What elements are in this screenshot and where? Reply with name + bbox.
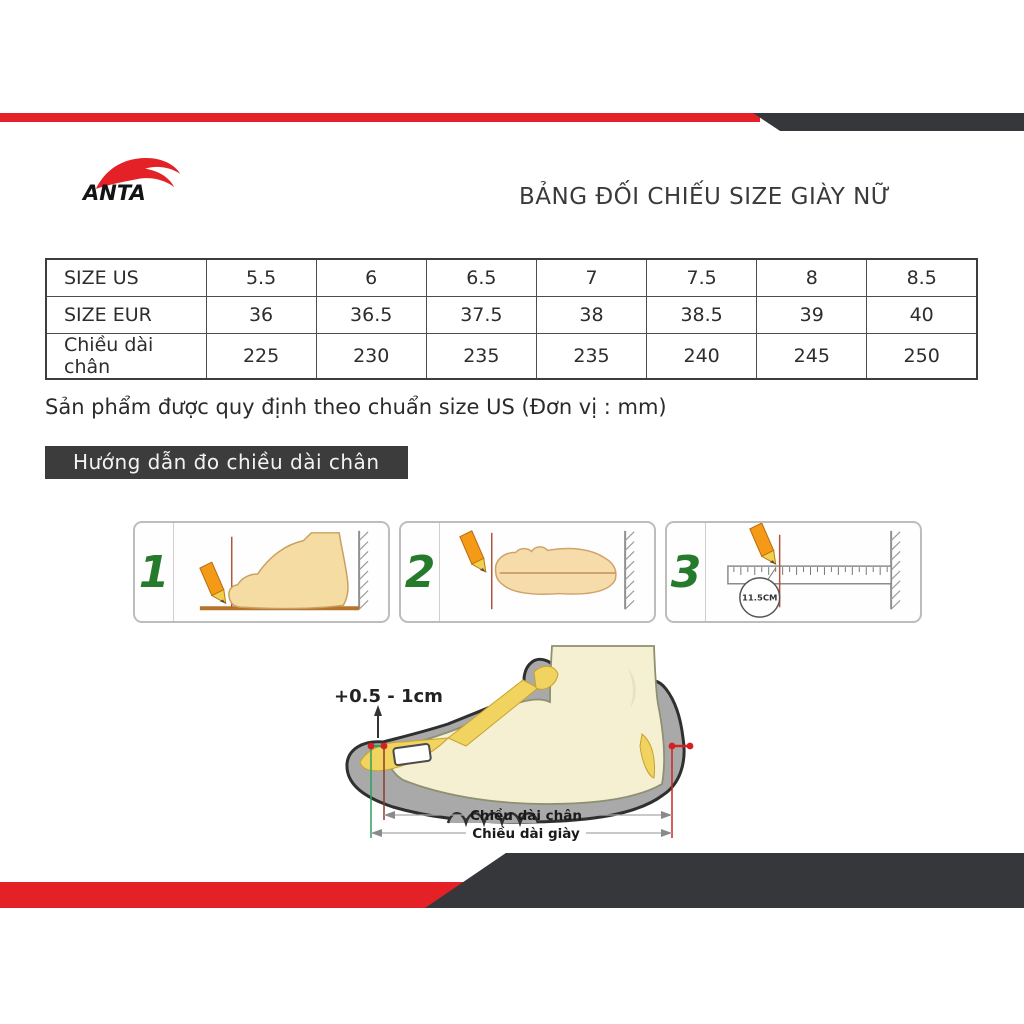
cell: 245: [756, 333, 868, 380]
cell: 240: [646, 333, 758, 380]
step3-illustration: 11.5CM: [706, 523, 920, 621]
row-label: SIZE EUR: [45, 296, 207, 334]
step1-illustration: [174, 523, 388, 621]
step2-illustration: [440, 523, 654, 621]
shoe-length-label: Chiều dài giày: [472, 825, 580, 842]
anta-logo: ANTA: [83, 155, 193, 207]
table-row: SIZE US 5.5 6 6.5 7 7.5 8 8.5: [45, 258, 978, 297]
cell: 235: [535, 333, 648, 380]
ruler-ticks: [733, 567, 888, 575]
collar-pad: [533, 665, 559, 690]
cell: 225: [205, 333, 317, 380]
cell: 5.5: [205, 258, 317, 297]
cell: 8: [756, 258, 868, 297]
anta-swoosh-icon: [95, 158, 181, 189]
step-number: 2: [404, 546, 436, 598]
step-panel-2: 2: [399, 521, 656, 623]
tread-icon: [446, 812, 540, 828]
table-row: Chiều dài chân 225 230 235 235 240 245 2…: [45, 333, 978, 380]
cell: 40: [866, 296, 978, 334]
guide-heading: Hướng dẫn đo chiều dài chân: [45, 446, 408, 479]
cell: 7.5: [646, 258, 758, 297]
pencil-icon: [459, 530, 487, 573]
cell: 6: [315, 258, 427, 297]
size-table: SIZE US 5.5 6 6.5 7 7.5 8 8.5 SIZE EUR 3…: [45, 258, 978, 380]
row-label: SIZE US: [45, 258, 207, 297]
wall-hatch-icon: [624, 530, 635, 610]
cell: 38: [535, 296, 648, 334]
wall-hatch-icon: [358, 530, 369, 610]
table-row: SIZE EUR 36 36.5 37.5 38 38.5 39 40: [45, 296, 978, 334]
step-number: 1: [138, 546, 170, 598]
callout-line: [767, 567, 777, 581]
top-red-stripe: [0, 113, 760, 122]
cell: 36: [205, 296, 317, 334]
cell: 39: [756, 296, 868, 334]
bottom-dark-stripe: [425, 853, 1024, 908]
ruler-reading: 11.5CM: [742, 592, 777, 602]
brand-name: ANTA: [83, 181, 146, 205]
cell: 36.5: [315, 296, 427, 334]
cell: 235: [425, 333, 537, 380]
measure-dot: [367, 742, 375, 750]
bottom-red-stripe: [0, 882, 470, 908]
row-label: Chiều dài chân: [45, 333, 207, 380]
foot-length-label: Chiều dài chân: [470, 807, 582, 824]
page-title: BẢNG ĐỐI CHIẾU SIZE GIÀY NỮ: [518, 184, 892, 210]
step-panel-1: 1: [133, 521, 390, 623]
cell: 7: [535, 258, 648, 297]
shoe-fit-diagram: +0.5 - 1cm Chiều dài chân Chiều dài giày: [298, 642, 728, 854]
pencil-icon: [749, 523, 777, 566]
toe-notch: [392, 742, 432, 767]
allowance-label: +0.5 - 1cm: [334, 686, 443, 707]
top-foot-icon: [494, 546, 617, 595]
wall-hatch-icon: [890, 530, 901, 610]
pencil-icon: [199, 561, 227, 605]
step-number: 3: [670, 546, 702, 598]
standard-note: Sản phẩm được quy định theo chuẩn size U…: [45, 395, 667, 419]
measure-dot: [686, 742, 694, 750]
heel-lining: [639, 733, 655, 779]
cell: 230: [315, 333, 427, 380]
side-foot-icon: [228, 532, 349, 610]
leg-shade: [628, 668, 636, 708]
cell: 8.5: [866, 258, 978, 297]
cell: 38.5: [646, 296, 758, 334]
cell: 6.5: [425, 258, 537, 297]
allowance-arrowhead: [374, 705, 382, 716]
step-panel-3: 3: [665, 521, 922, 623]
cell: 37.5: [425, 296, 537, 334]
measure-dot: [380, 742, 388, 750]
top-dark-stripe: [753, 113, 1024, 131]
reading-circle: [739, 577, 781, 618]
cell: 250: [866, 333, 978, 380]
measure-dot: [668, 742, 676, 750]
